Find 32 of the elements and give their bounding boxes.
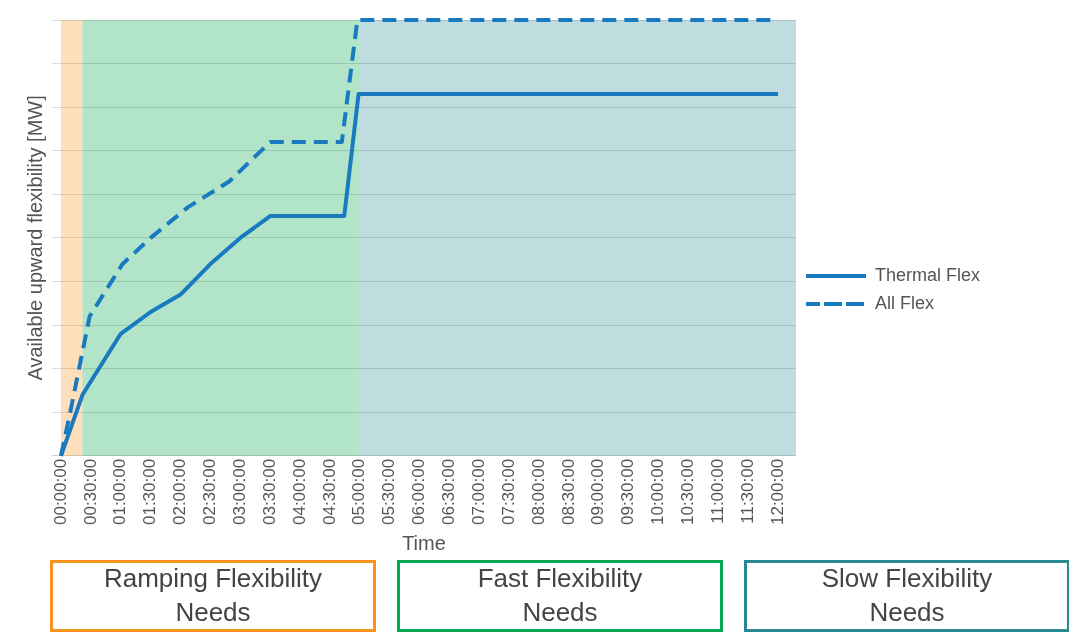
x-tick-label: 03:30:00 bbox=[259, 458, 279, 526]
x-tick-label: 03:00:00 bbox=[229, 458, 249, 526]
text: Ramping Flexibility Needs bbox=[50, 560, 376, 632]
x-tick-label: 09:30:00 bbox=[618, 458, 638, 526]
x-tick-label: 04:00:00 bbox=[289, 458, 309, 526]
x-tick-label: 04:30:00 bbox=[319, 458, 339, 526]
legend-label: Thermal Flex bbox=[874, 264, 981, 285]
legend-label: All Flex bbox=[874, 292, 934, 313]
x-tick-label: 00:00:00 bbox=[50, 458, 70, 526]
x-tick-label: 07:30:00 bbox=[498, 458, 518, 526]
x-tick-label: 05:30:00 bbox=[379, 458, 399, 526]
x-tick-label: 08:00:00 bbox=[528, 458, 548, 526]
x-tick-label: 12:00:00 bbox=[767, 458, 787, 526]
text: Slow Flexibility Needs bbox=[744, 560, 1069, 632]
y-axis-title: Available upward flexibility [MW] bbox=[23, 95, 46, 381]
x-tick-label: 07:00:00 bbox=[468, 458, 488, 526]
text: Fast Flexibility Needs bbox=[397, 560, 723, 632]
x-tick-label: 05:00:00 bbox=[349, 458, 369, 526]
x-tick-label: 01:30:00 bbox=[140, 458, 160, 526]
x-tick-label: 09:00:00 bbox=[588, 458, 608, 526]
x-tick-label: 06:00:00 bbox=[409, 458, 429, 526]
x-tick-label: 02:30:00 bbox=[200, 458, 220, 526]
x-tick-label: 10:00:00 bbox=[648, 458, 668, 526]
x-tick-label: 10:30:00 bbox=[678, 458, 698, 526]
x-tick-label: 00:30:00 bbox=[80, 458, 100, 526]
x-tick-label: 11:30:00 bbox=[737, 458, 757, 524]
x-tick-label: 08:30:00 bbox=[558, 458, 578, 526]
x-tick-label: 01:00:00 bbox=[110, 458, 130, 526]
x-axis-title: Time bbox=[402, 531, 446, 554]
x-tick-label: 11:00:00 bbox=[707, 458, 727, 524]
x-tick-label: 06:30:00 bbox=[439, 458, 459, 526]
x-tick-label: 02:00:00 bbox=[170, 458, 190, 526]
